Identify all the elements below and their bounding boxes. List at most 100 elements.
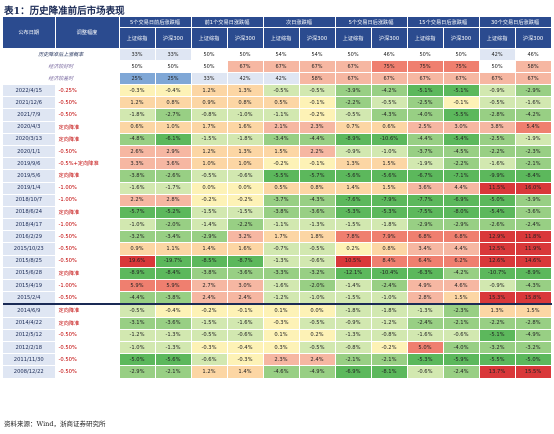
row-value: -3.9% xyxy=(515,194,552,207)
row-value: 1.4% xyxy=(335,182,372,195)
row-date: 2012/5/12 xyxy=(3,329,56,342)
row-value: -2.9% xyxy=(443,218,480,232)
row-value: -2.2% xyxy=(443,157,480,171)
row-value: -0.2% xyxy=(371,341,408,355)
table-row: 2018/6/24 定向降准 -5.7% -5.2% -1.5% -1.5% -3.8% -3… xyxy=(3,206,552,220)
header-hs: 沪深300 xyxy=(371,27,408,49)
summary-cell: 75% xyxy=(443,60,480,73)
row-value: 2.2% xyxy=(299,145,336,159)
row-action: 定向降准 xyxy=(55,303,120,318)
row-value: -0.6% xyxy=(191,353,228,367)
row-value: -0.5% xyxy=(263,84,300,98)
row-value: -0.6% xyxy=(299,255,336,268)
row-value: 1.2% xyxy=(191,365,228,379)
table-row: 2020/3/13 定向降准 -4.8% -6.1% -1.5% -1.8% -3.4% -4… xyxy=(3,133,552,146)
row-value: -6.3% xyxy=(407,267,444,281)
row-value: 1.2% xyxy=(119,96,156,110)
row-value: -1.0% xyxy=(119,341,156,355)
row-value: 0.8% xyxy=(371,242,408,256)
summary-cell: 58% xyxy=(515,60,552,73)
row-date: 2012/2/18 xyxy=(3,341,56,355)
row-action: -0.50% xyxy=(55,329,120,342)
header-action: 调整幅度 xyxy=(55,17,120,49)
summary-cell: 42% xyxy=(479,48,516,61)
row-value: 1.5% xyxy=(515,303,552,318)
row-value: -4.9% xyxy=(299,365,336,379)
table-row: 2014/6/9 定向降准 -0.5% -0.4% -0.2% -0.1% 0.1% 0.0%… xyxy=(3,303,552,318)
page-title: 表1：历史降准前后市场表现 xyxy=(4,6,125,17)
summary-label: 经济较好时 xyxy=(3,60,120,73)
row-date: 2014/6/9 xyxy=(3,303,56,318)
header-sh: 上证综指 xyxy=(479,27,516,49)
row-action: -1.00% xyxy=(55,182,120,195)
row-value: 13.7% xyxy=(479,365,516,379)
row-value: 0.0% xyxy=(227,182,264,195)
row-value: 2.2% xyxy=(119,194,156,207)
row-value: 2.4% xyxy=(299,353,336,367)
table-row: 2015/10/23 -0.50% 0.9% 1.1% 1.4% 1.6% -0.7% -0.… xyxy=(3,242,552,256)
summary-cell: 67% xyxy=(335,72,372,85)
row-value: -5.1% xyxy=(443,84,480,98)
row-value: -5.0% xyxy=(479,194,516,207)
row-action: -1.00% xyxy=(55,194,120,207)
row-value: 14.6% xyxy=(515,255,552,268)
row-value: 0.5% xyxy=(263,96,300,110)
source-note: 资料来源：Wind，浙商证券研究所 xyxy=(4,420,106,428)
row-value: 1.4% xyxy=(191,242,228,256)
row-action: -0.50% xyxy=(55,291,120,305)
row-action: -0.50% xyxy=(55,255,120,268)
row-value: -2.2% xyxy=(479,145,516,159)
row-value: 7.8% xyxy=(335,230,372,244)
row-value: -1.3% xyxy=(407,303,444,318)
row-value: -2.8% xyxy=(515,317,552,330)
row-date: 2018/6/24 xyxy=(3,206,56,220)
row-date: 2020/1/1 xyxy=(3,145,56,159)
row-value: -0.3% xyxy=(227,353,264,367)
header-hs: 沪深300 xyxy=(515,27,552,49)
table-row: 2008/12/22 -0.50% -2.9% -2.1% 1.2% 1.4% -4.6% -… xyxy=(3,365,552,379)
row-date: 2020/4/3 xyxy=(3,121,56,134)
row-value: -0.4% xyxy=(155,303,192,318)
row-value: -2.2% xyxy=(335,96,372,110)
row-value: -2.1% xyxy=(515,157,552,171)
row-value: -5.1% xyxy=(407,84,444,98)
row-value: -5.4% xyxy=(443,133,480,146)
row-value: -1.0% xyxy=(119,218,156,232)
row-action: -0.50% xyxy=(55,230,120,244)
row-value: -2.9% xyxy=(191,230,228,244)
summary-cell: 25% xyxy=(155,72,192,85)
row-value: -0.1% xyxy=(299,96,336,110)
row-date: 2015/10/23 xyxy=(3,242,56,256)
row-value: -0.5% xyxy=(119,303,156,318)
row-value: -3.8% xyxy=(191,267,228,281)
row-value: 6.2% xyxy=(443,255,480,268)
row-value: -5.3% xyxy=(371,206,408,220)
row-value: -0.6% xyxy=(227,329,264,342)
row-value: 7.9% xyxy=(371,230,408,244)
table-row: 2015/8/25 -0.50% 19.6% -19.7% -8.5% -8.7% -1.3… xyxy=(3,255,552,268)
row-date: 2015/6/28 xyxy=(3,267,56,281)
summary-cell: 50% xyxy=(155,60,192,73)
row-value: -2.2% xyxy=(479,317,516,330)
row-action: -0.50% xyxy=(55,341,120,355)
row-value: -2.5% xyxy=(407,96,444,110)
row-value: -4.0% xyxy=(407,108,444,122)
row-value: 12.9% xyxy=(479,230,516,244)
row-value: -10.7% xyxy=(479,267,516,281)
row-value: -1.3% xyxy=(155,329,192,342)
summary-cell: 50% xyxy=(443,48,480,61)
row-value: 0.1% xyxy=(263,303,300,318)
row-value: 16.0% xyxy=(515,182,552,195)
header-hs: 沪深300 xyxy=(155,27,192,49)
header-row-indices: 上证综指 沪深300 上证综指 沪深300 上证综指 沪深300 上证综指 沪深300 上证综指… xyxy=(3,27,552,49)
table-row: 2019/9/6 -0.5%+定向降准 3.3% 3.6% 1.0% 1.0% -0.2% -… xyxy=(3,157,552,171)
row-value: -3.8% xyxy=(263,206,300,220)
row-value: -2.9% xyxy=(515,84,552,98)
row-value: 1.7% xyxy=(191,121,228,134)
row-value: -4.9% xyxy=(515,329,552,342)
row-value: -1.7% xyxy=(155,182,192,195)
row-action: -0.50% xyxy=(55,365,120,379)
header-sh: 上证综指 xyxy=(191,27,228,49)
row-value: -0.5% xyxy=(299,242,336,256)
row-value: -2.9% xyxy=(119,365,156,379)
